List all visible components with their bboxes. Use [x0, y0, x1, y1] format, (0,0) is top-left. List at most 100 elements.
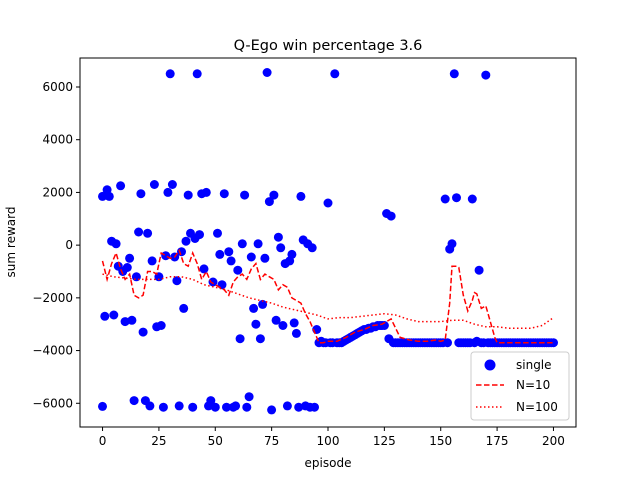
- legend: single N=10 N=100: [470, 351, 570, 421]
- data-point: [262, 68, 272, 77]
- y-tick-label: 6000: [42, 80, 73, 94]
- data-point: [255, 334, 265, 344]
- data-point: [134, 227, 144, 237]
- data-point: [116, 181, 126, 191]
- y-tick-label: −4000: [32, 344, 73, 358]
- data-point: [278, 321, 288, 330]
- data-point: [156, 321, 166, 330]
- data-point: [224, 247, 234, 257]
- data-point: [195, 230, 204, 240]
- data-point: [291, 328, 301, 338]
- data-point: [122, 263, 132, 272]
- data-point: [282, 401, 292, 411]
- data-point: [120, 317, 130, 327]
- data-point: [481, 70, 491, 80]
- data-point: [199, 264, 209, 274]
- y-tick-label: −2000: [32, 291, 73, 305]
- data-point: [267, 405, 277, 415]
- data-point: [379, 321, 389, 330]
- data-point: [98, 191, 107, 201]
- data-point: [149, 180, 159, 189]
- data-point: [131, 272, 141, 282]
- data-point: [386, 211, 396, 221]
- data-point: [167, 180, 177, 189]
- data-point: [443, 338, 452, 348]
- data-point: [208, 277, 218, 287]
- x-tick-label: 25: [151, 434, 166, 448]
- data-point: [163, 187, 173, 197]
- x-tick-label: 75: [264, 434, 279, 448]
- data-point: [215, 249, 225, 259]
- data-point: [181, 236, 191, 246]
- legend-label-single: single: [516, 358, 552, 372]
- data-point: [310, 402, 319, 412]
- y-tick-label: 0: [65, 238, 73, 252]
- data-point: [179, 303, 189, 313]
- data-point: [289, 318, 299, 328]
- data-point: [244, 392, 254, 402]
- data-point: [143, 228, 153, 238]
- data-point: [235, 334, 245, 344]
- data-point: [260, 253, 270, 263]
- data-point: [98, 401, 107, 411]
- data-point: [253, 239, 263, 249]
- data-point: [201, 187, 211, 197]
- series-line-N=10: [101, 248, 554, 344]
- x-tick-label: 175: [486, 434, 509, 448]
- x-tick-label: 0: [99, 434, 107, 448]
- data-point: [549, 338, 558, 348]
- data-point: [192, 69, 202, 79]
- y-axis-label: sum reward: [4, 207, 18, 278]
- data-point: [233, 265, 243, 275]
- data-point: [440, 194, 450, 204]
- data-point: [111, 239, 121, 249]
- data-point: [206, 396, 216, 406]
- data-point: [127, 315, 137, 325]
- data-point: [161, 251, 171, 261]
- data-point: [210, 402, 220, 412]
- data-point: [246, 252, 256, 262]
- x-tick-label: 50: [208, 434, 223, 448]
- legend-marker-single: [484, 359, 496, 371]
- data-point: [273, 232, 283, 242]
- data-point: [213, 228, 222, 238]
- data-point: [258, 299, 268, 309]
- series-single-points: [98, 68, 558, 415]
- y-tick-label: 2000: [42, 185, 73, 199]
- data-point: [136, 189, 146, 199]
- x-axis-label: episode: [305, 456, 352, 470]
- data-point: [174, 401, 184, 411]
- data-point: [231, 401, 241, 411]
- data-point: [264, 197, 274, 207]
- data-point: [172, 276, 182, 286]
- data-point: [147, 256, 157, 266]
- data-point: [177, 247, 186, 257]
- data-point: [307, 243, 317, 253]
- legend-label-n100: N=100: [516, 400, 558, 414]
- series-line-N=100: [102, 273, 554, 329]
- data-point: [188, 402, 198, 412]
- data-point: [452, 193, 461, 203]
- data-point: [251, 319, 261, 329]
- chart-title: Q-Ego win percentage 3.6: [234, 38, 423, 54]
- x-tick-label: 200: [542, 434, 565, 448]
- legend-box: [470, 351, 570, 421]
- data-point: [449, 69, 459, 79]
- data-point: [330, 69, 340, 79]
- x-tick-label: 150: [429, 434, 452, 448]
- data-point: [165, 69, 175, 79]
- data-point: [474, 265, 484, 275]
- data-point: [240, 190, 250, 200]
- data-point: [237, 239, 247, 249]
- data-point: [276, 243, 286, 253]
- data-point: [219, 189, 229, 199]
- data-point: [183, 190, 193, 200]
- data-point: [129, 396, 139, 406]
- data-point: [104, 191, 114, 201]
- data-point: [100, 311, 110, 321]
- data-point: [222, 402, 231, 412]
- data-point: [294, 402, 304, 412]
- data-point: [242, 402, 252, 412]
- series-layer: [98, 68, 558, 415]
